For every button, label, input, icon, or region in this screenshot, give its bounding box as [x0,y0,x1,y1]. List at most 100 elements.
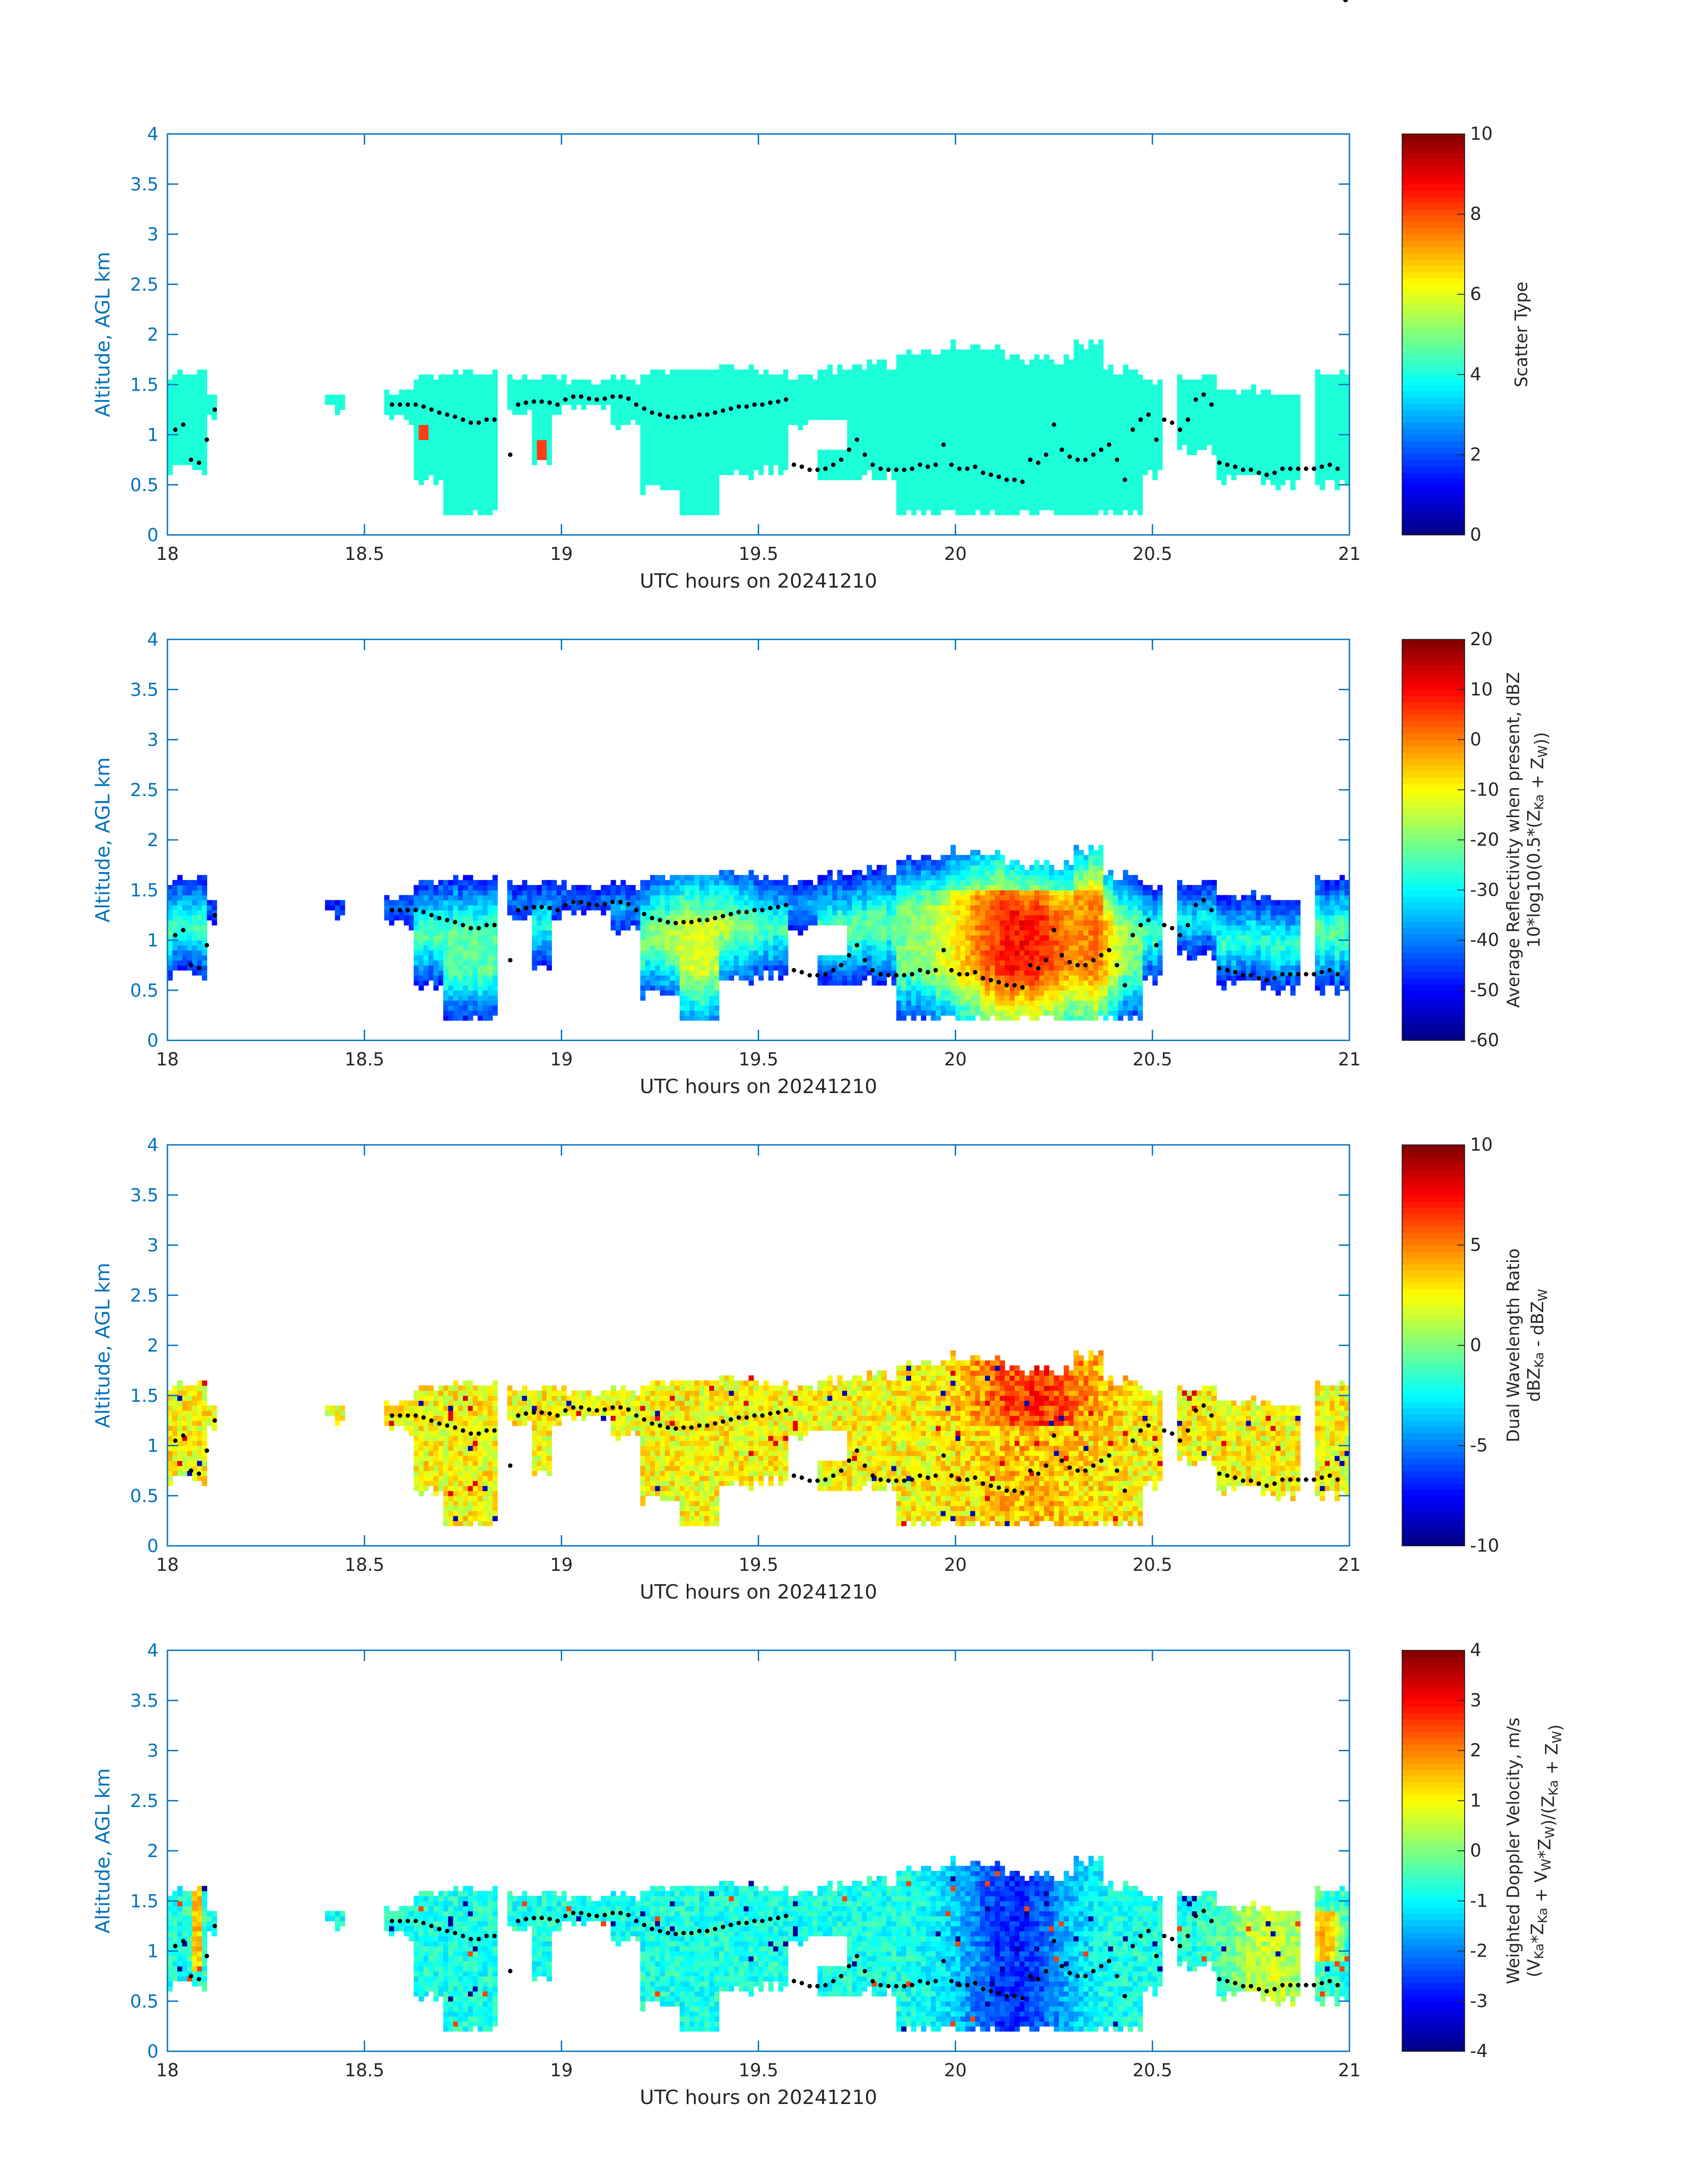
heatmap-cell [1034,465,1040,470]
heatmap-cell [1073,420,1079,425]
heatmap-cell [448,495,454,500]
heatmap-cell [783,460,789,465]
heatmap-cell [764,450,769,455]
heatmap-cell [453,945,459,951]
heatmap-cell [985,390,990,395]
heatmap-cells [167,339,1350,515]
heatmap-cell [1197,380,1202,385]
heatmap-cell [1034,420,1040,425]
heatmap-cell [571,380,576,385]
colorbar-swatch [1402,366,1465,372]
heatmap-cell [404,395,409,400]
heatmap-cell [1019,475,1025,480]
heatmap-cell [1202,409,1207,415]
heatmap-cell [177,415,183,420]
heatmap-cell [1221,445,1227,450]
heatmap-cell [1078,344,1084,350]
heatmap-cell [424,945,429,951]
heatmap-cell [818,405,823,410]
y-tick-label: 3.5 [130,174,159,195]
heatmap-cell [1261,420,1266,425]
heatmap-cell [172,445,178,450]
heatmap-cell [483,445,488,450]
heatmap-cell [832,470,838,475]
heatmap-cell [483,470,488,475]
heatmap-cell [685,430,690,435]
heatmap-cell [650,435,656,440]
heatmap-cell [187,890,192,895]
heatmap-cell [473,940,478,946]
heatmap-cell [675,470,680,475]
heatmap-cell [414,415,419,420]
heatmap-cell [1078,355,1084,360]
heatmap-cell [434,985,439,991]
heatmap-cell [473,885,478,890]
heatmap-cell [941,490,946,495]
heatmap-cell [901,445,906,450]
heatmap-cell [1044,445,1049,450]
heatmap-cell [985,485,990,490]
heatmap-cell [453,905,459,910]
heatmap-cell [724,465,729,470]
heatmap-cell [1103,490,1109,495]
heatmap-cell [448,400,454,405]
heatmap-cell [995,350,1000,355]
heatmap-cell [995,355,1000,360]
heatmap-cell [1138,495,1143,500]
heatmap-cell [1113,445,1119,450]
heatmap-cell [483,480,488,485]
heatmap-cell [616,425,621,430]
heatmap-cell [1005,510,1010,515]
heatmap-cell [1157,425,1163,430]
heatmap-cell [419,950,424,956]
heatmap-cell [768,450,774,455]
heatmap-cell [187,415,192,420]
heatmap-cell [675,425,680,430]
heatmap-cell [458,930,464,935]
cloud-base-dot [776,399,781,404]
heatmap-cell [606,400,611,405]
heatmap-cell [1256,465,1261,470]
heatmap-cell [1177,400,1182,405]
heatmap-cell [862,395,867,400]
cloud-base-dot [1194,397,1198,402]
heatmap-cell [680,500,685,505]
heatmap-cell [916,420,921,425]
heatmap-cell [862,470,867,475]
colorbar-swatch [1402,165,1465,172]
heatmap-cell [936,445,941,450]
heatmap-cell [970,364,976,370]
heatmap-cell [941,505,946,510]
heatmap-cell [759,465,764,470]
cloud-base-dot [398,402,402,407]
heatmap-cell [1064,505,1069,510]
heatmap-cell [202,450,207,455]
heatmap-cell [956,355,961,360]
heatmap-cell [645,470,651,475]
heatmap-cell [1044,380,1049,385]
heatmap-cell [1128,400,1133,405]
heatmap-cell [768,390,774,395]
heatmap-cell [1266,405,1271,410]
heatmap-cell [877,475,882,480]
heatmap-cell [936,384,941,390]
heatmap-cell [936,485,941,490]
cloud-base-dot [1241,468,1245,472]
heatmap-cell [980,455,986,460]
heatmap-cell [453,470,459,475]
heatmap-cell [1083,380,1089,385]
heatmap-cell [177,915,183,920]
heatmap-cell [483,400,488,405]
heatmap-cell [877,359,882,365]
heatmap-cell [522,384,527,390]
heatmap-cell [985,505,990,510]
heatmap-cell [1024,505,1030,510]
heatmap-cell [478,440,483,445]
heatmap-cell [941,435,946,440]
heatmap-cell [527,405,532,410]
heatmap-cell [556,384,562,390]
heatmap-cell [532,450,537,455]
heatmap-cell [434,440,439,445]
heatmap-cell [1015,510,1020,515]
heatmap-cell [655,455,660,460]
